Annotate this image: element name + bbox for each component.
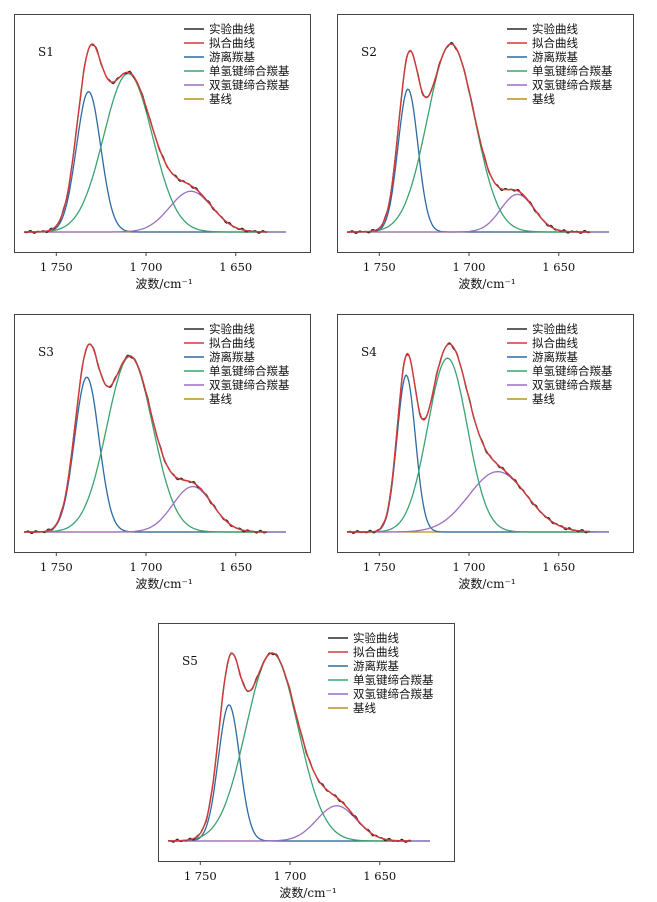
plot-frame [14,14,311,253]
legend-label-experimental: 实验曲线 [353,631,399,645]
x-tick-label: 1 650 [542,260,575,274]
panel-label: S4 [361,345,377,359]
legend-label-fitted: 拟合曲线 [209,36,255,50]
legend-label-free-carbonyl: 游离羰基 [532,350,578,364]
legend-label-free-carbonyl: 游离羰基 [353,659,399,673]
panel-label: S2 [361,45,377,59]
x-tick-label: 1 700 [274,869,307,883]
x-tick-label: 1 750 [363,560,396,574]
series-single-hbond [347,357,609,533]
x-tick-label: 1 700 [130,260,163,274]
legend-label-single-hbond: 单氢键缔合羰基 [532,364,613,378]
x-tick-label: 1 650 [542,560,575,574]
series-fitted [24,343,267,533]
plot-frame [337,14,634,253]
series-fitted [24,43,267,233]
legend-label-baseline: 基线 [353,701,376,715]
legend-label-baseline: 基线 [209,392,232,406]
legend-label-double-hbond: 双氢键缔合羰基 [532,78,613,92]
x-tick-label: 1 700 [453,560,486,574]
legend-label-experimental: 实验曲线 [532,22,578,36]
x-tick-label: 1 650 [363,869,396,883]
x-axis-label: 波数/cm⁻¹ [135,276,192,291]
legend-label-free-carbonyl: 游离羰基 [209,50,255,64]
legend-label-double-hbond: 双氢键缔合羰基 [209,378,290,392]
plot-frame [14,314,311,553]
x-tick-label: 1 700 [453,260,486,274]
panel-label: S5 [182,654,198,668]
legend-label-single-hbond: 单氢键缔合羰基 [209,64,290,78]
series-single-hbond [24,72,286,233]
legend-label-baseline: 基线 [209,92,232,106]
legend-label-fitted: 拟合曲线 [209,336,255,350]
series-fitted [168,652,411,842]
legend-label-free-carbonyl: 游离羰基 [532,50,578,64]
legend-label-single-hbond: 单氢键缔合羰基 [353,673,434,687]
x-tick-label: 1 750 [363,260,396,274]
legend-label-fitted: 拟合曲线 [353,645,399,659]
legend-label-baseline: 基线 [532,92,555,106]
x-tick-label: 1 750 [40,260,73,274]
legend-label-double-hbond: 双氢键缔合羰基 [353,687,434,701]
legend-label-fitted: 拟合曲线 [532,336,578,350]
series-free-carbonyl [347,88,609,233]
series-free-carbonyl [24,376,286,533]
series-single-hbond [24,355,286,533]
legend-label-double-hbond: 双氢键缔合羰基 [532,378,613,392]
legend-label-baseline: 基线 [532,392,555,406]
legend-label-experimental: 实验曲线 [209,22,255,36]
legend-label-experimental: 实验曲线 [209,322,255,336]
x-tick-label: 1 750 [184,869,217,883]
series-fitted [347,343,590,533]
panel-label: S1 [38,45,54,59]
x-axis-label: 波数/cm⁻¹ [135,576,192,591]
series-fitted [347,43,590,233]
x-axis-label: 波数/cm⁻¹ [458,276,515,291]
legend-label-double-hbond: 双氢键缔合羰基 [209,78,290,92]
legend-label-free-carbonyl: 游离羰基 [209,350,255,364]
x-axis-label: 波数/cm⁻¹ [279,885,336,900]
panel-label: S3 [38,345,54,359]
series-free-carbonyl [347,374,609,533]
x-tick-label: 1 650 [219,560,252,574]
plot-frame [337,314,634,553]
x-tick-label: 1 650 [219,260,252,274]
legend-label-single-hbond: 单氢键缔合羰基 [209,364,290,378]
x-tick-label: 1 750 [40,560,73,574]
x-tick-label: 1 700 [130,560,163,574]
legend-label-experimental: 实验曲线 [532,322,578,336]
legend-label-fitted: 拟合曲线 [532,36,578,50]
plot-frame [158,623,455,862]
legend-label-single-hbond: 单氢键缔合羰基 [532,64,613,78]
x-axis-label: 波数/cm⁻¹ [458,576,515,591]
